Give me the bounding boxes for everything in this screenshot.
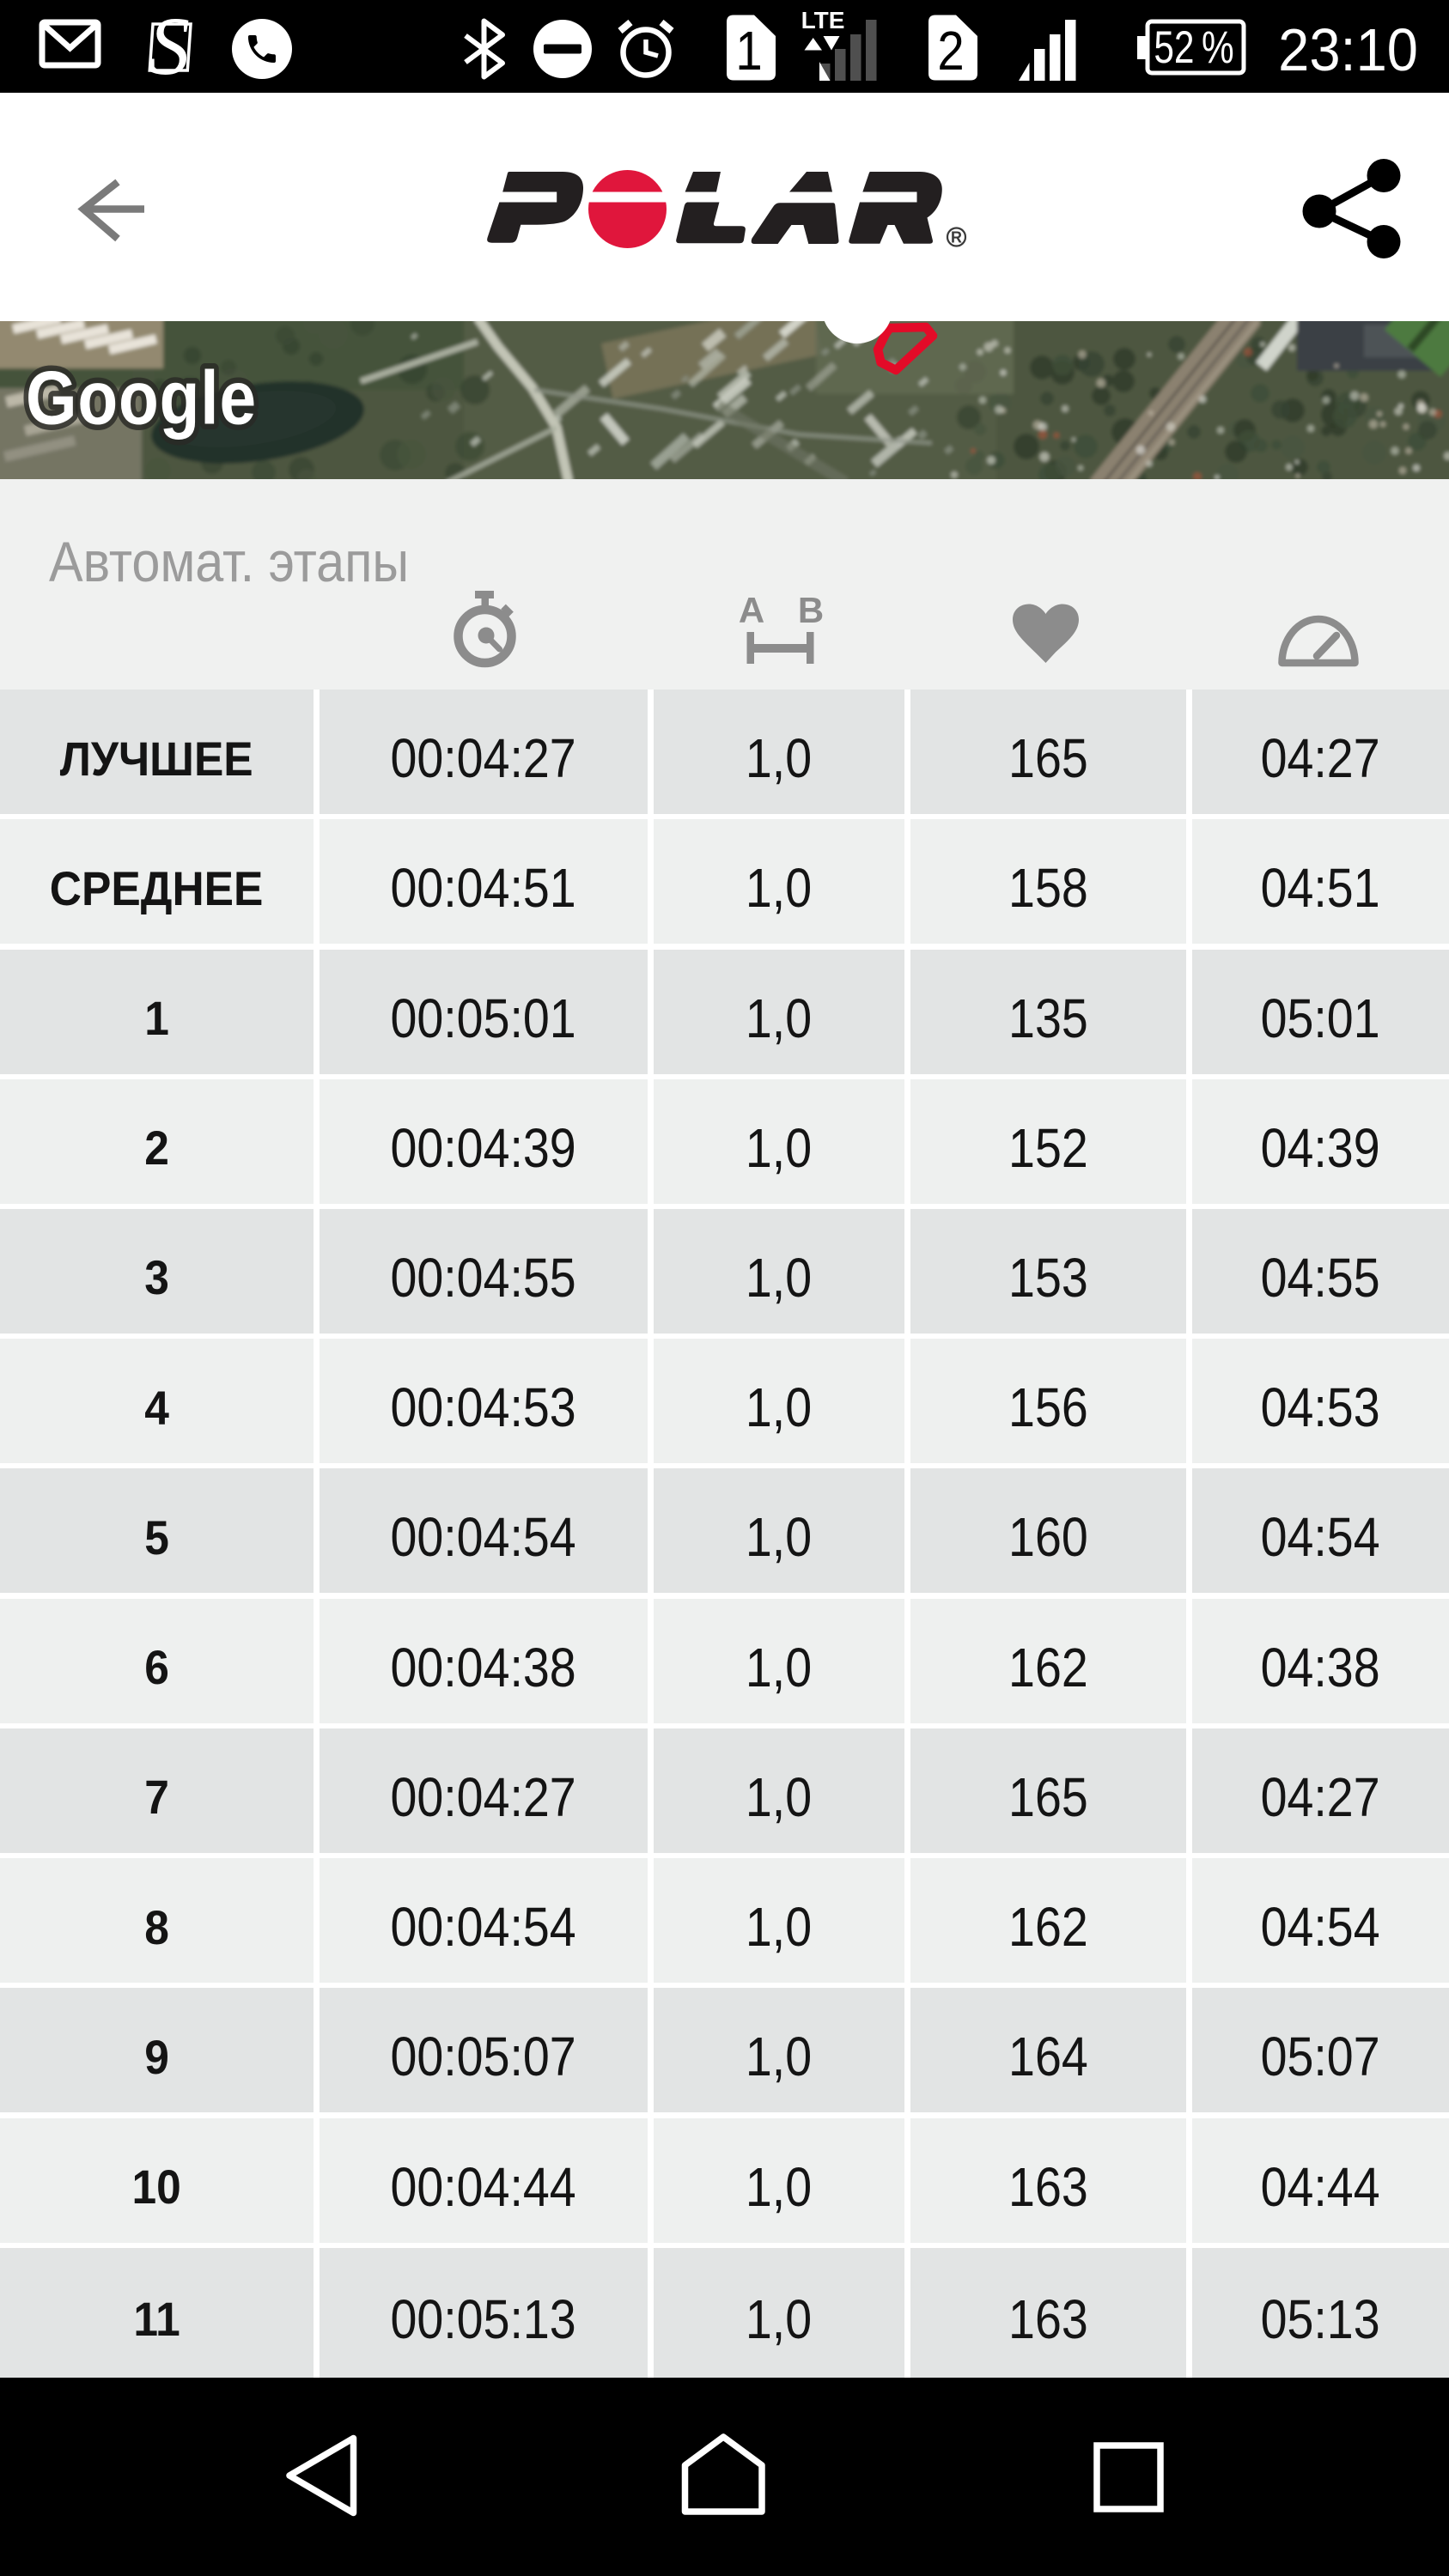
svg-text:B: B	[798, 590, 824, 630]
svg-text:2: 2	[937, 20, 964, 82]
svg-text:S: S	[149, 0, 190, 92]
svg-text:Google: Google	[26, 356, 257, 440]
svg-text:1: 1	[735, 20, 762, 82]
svg-text:A: A	[739, 590, 764, 630]
svg-text:LTE: LTE	[801, 7, 845, 33]
svg-text:52 %: 52 %	[1154, 23, 1233, 74]
svg-text:23:10: 23:10	[1278, 17, 1418, 84]
svg-text:R: R	[951, 229, 962, 246]
